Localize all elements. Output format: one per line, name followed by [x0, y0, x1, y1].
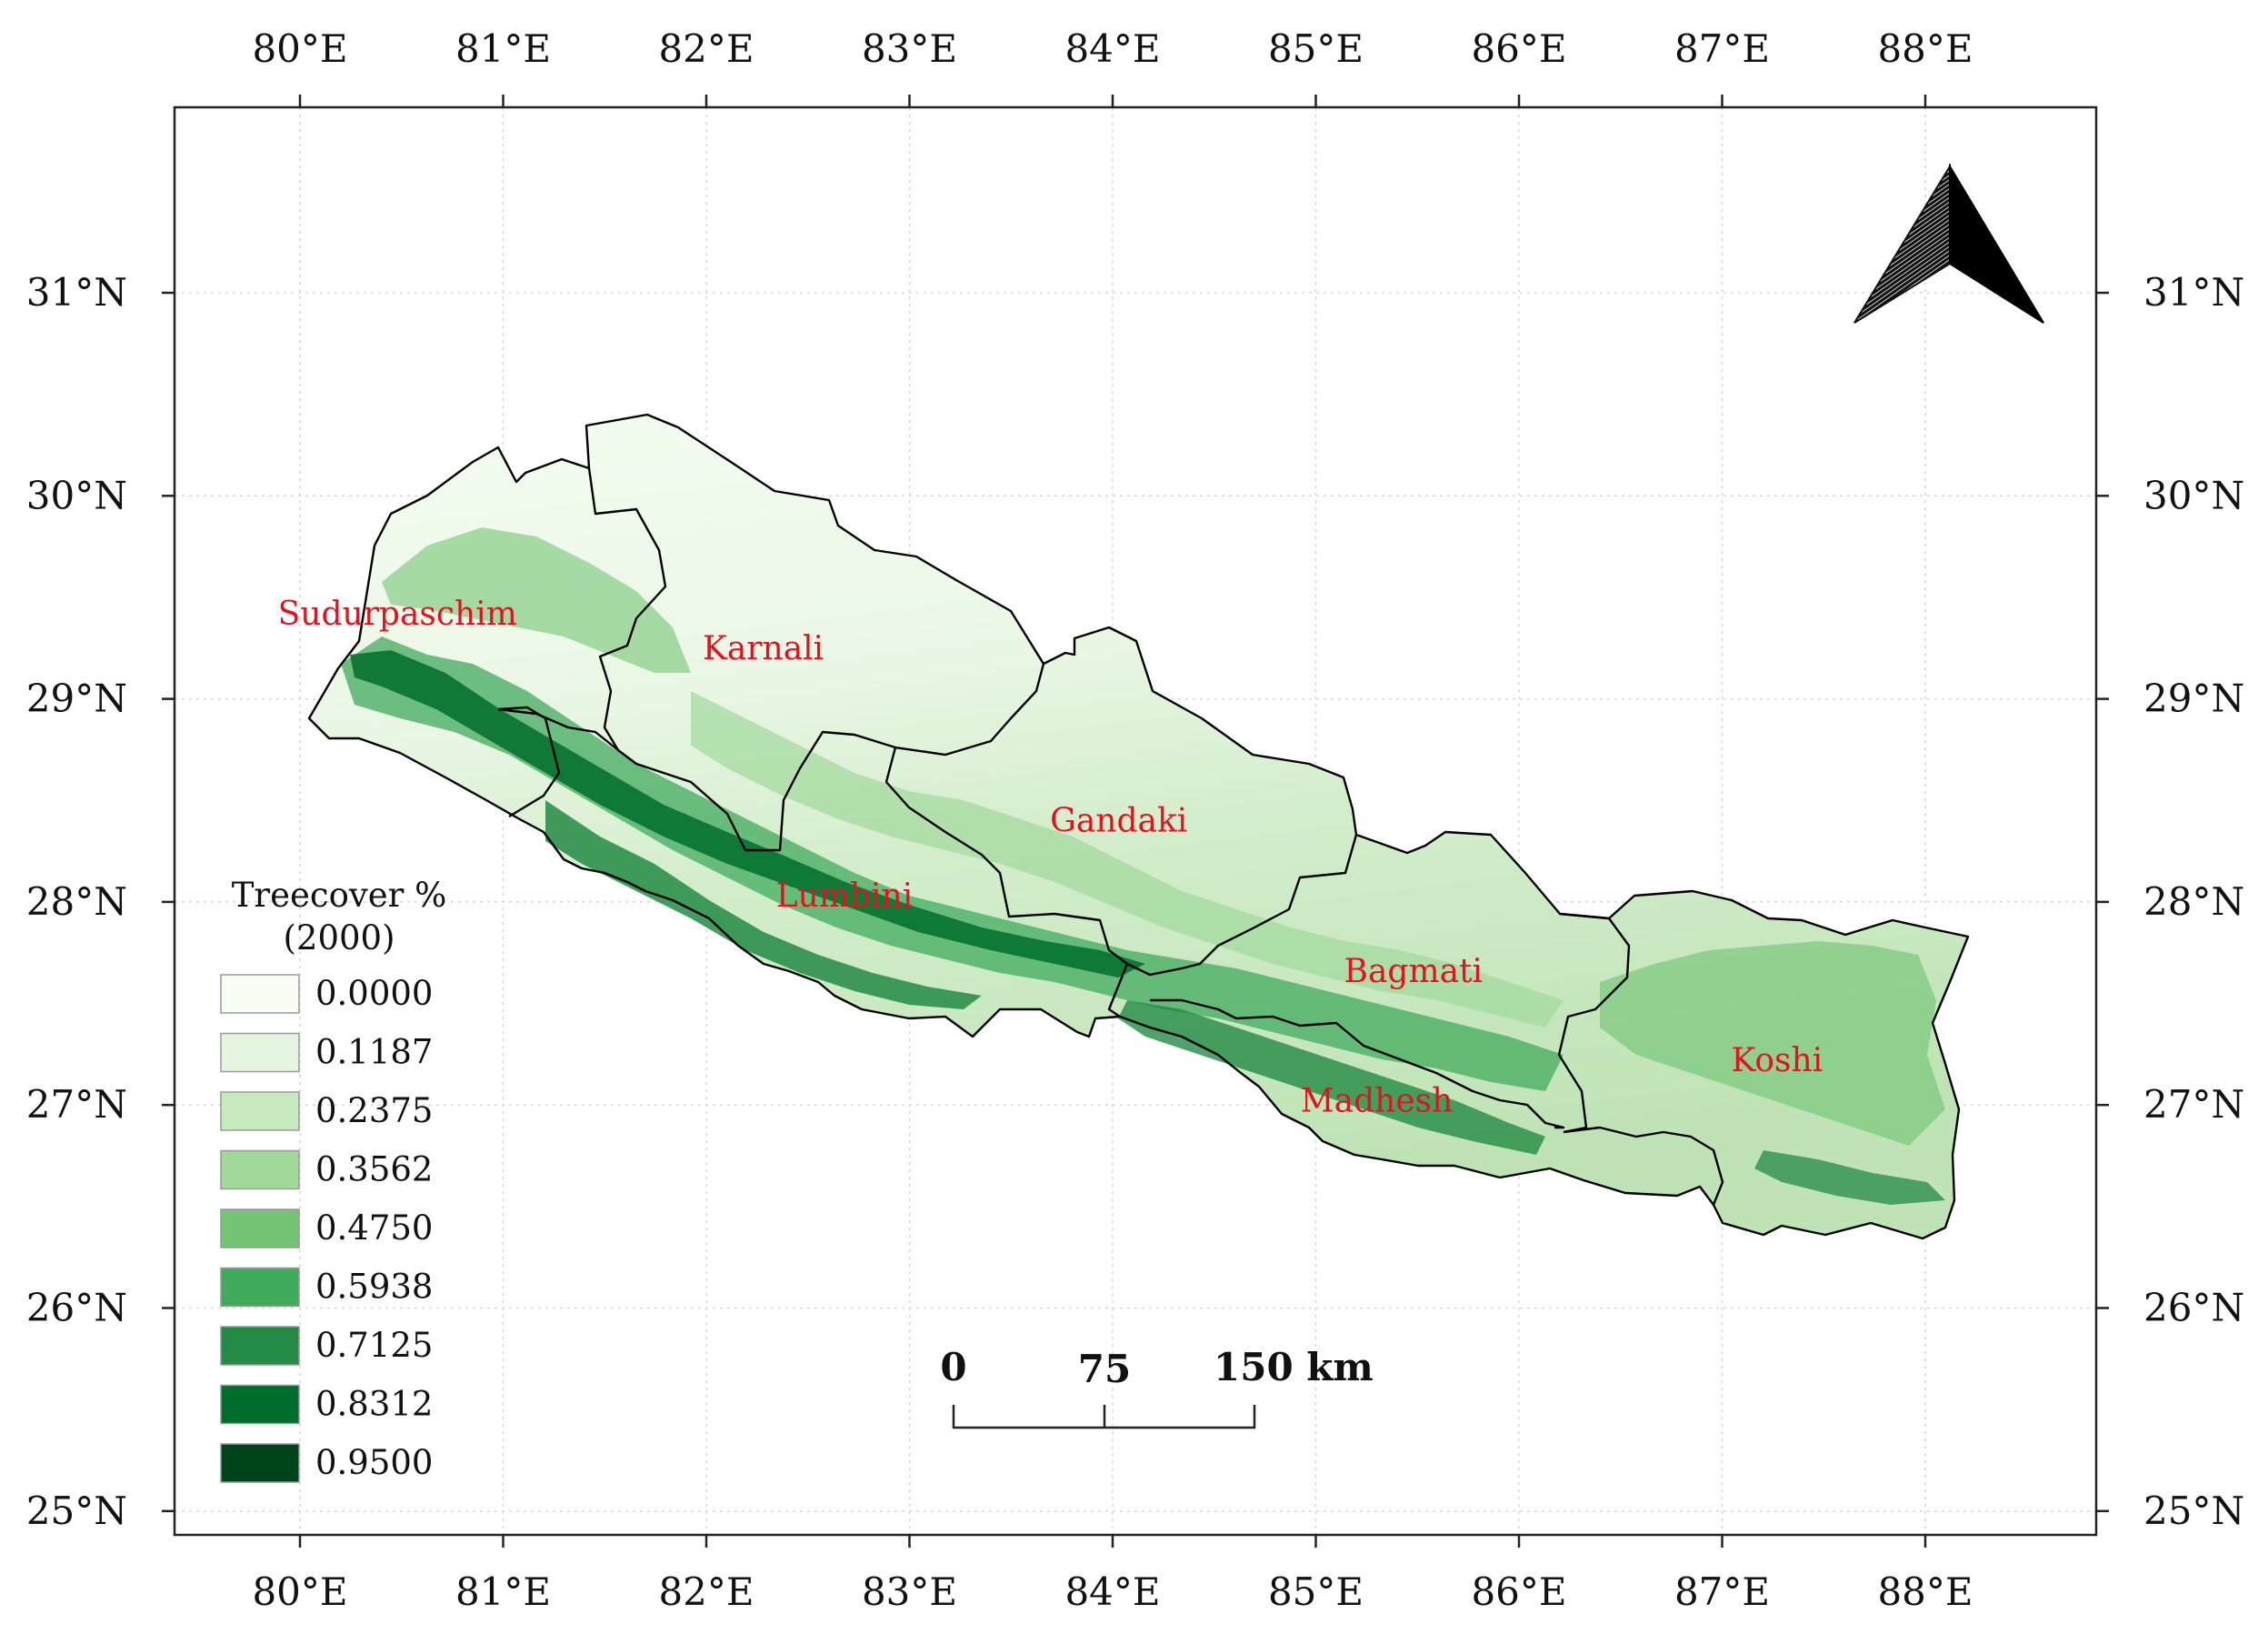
legend-swatch [220, 1091, 300, 1131]
longitude-tick-label: 80°E [252, 26, 347, 71]
north-arrow-icon [1853, 163, 2044, 324]
nepal-outline-fill [309, 415, 1968, 1238]
longitude-tick-label: 83°E [862, 1569, 957, 1614]
latitude-tick-label: 26°N [2143, 1286, 2244, 1330]
latitude-ticks-left: 31°N 30°N 29°N 28°N 27°N 26°N 25°N [26, 270, 175, 1533]
latitude-tick-label: 25°N [2143, 1489, 2244, 1533]
boundary-karnali-gandaki [894, 663, 1045, 757]
longitude-tick-label: 88°E [1877, 26, 1973, 71]
forest-band-central [691, 691, 1564, 1028]
legend-label: 0.7125 [315, 1326, 433, 1365]
province-label-gandaki: Gandaki [1050, 803, 1187, 840]
legend-swatch [220, 1326, 300, 1366]
legend-label: 0.0000 [315, 974, 433, 1013]
boundary-lumbini-gandaki [884, 747, 1129, 987]
legend-swatch [220, 974, 300, 1014]
latitude-tick-label: 27°N [26, 1082, 127, 1127]
legend: Treecover % (2000) 0.0000 0.1187 0.2375 0.3… [220, 876, 447, 1483]
province-label-bagmati: Bagmati [1344, 953, 1484, 990]
scale-label-150km: 150 km [1214, 1345, 1374, 1389]
nepal-border [307, 413, 1970, 1240]
longitude-tick-label: 88°E [1877, 1569, 1973, 1614]
latitude-tick-label: 29°N [26, 677, 127, 721]
legend-label: 0.3562 [315, 1150, 433, 1189]
scale-label-0: 0 [940, 1345, 966, 1389]
longitude-tick-label: 86°E [1471, 26, 1566, 71]
forest-band-southeast [1118, 1000, 1545, 1155]
latitude-tick-label: 26°N [26, 1286, 127, 1330]
province-label-koshi: Koshi [1731, 1042, 1823, 1079]
longitude-tick-label: 87°E [1674, 1569, 1770, 1614]
forest-band-mid [341, 637, 1564, 1091]
longitude-ticks-bottom: 80°E 81°E 82°E 83°E 84°E 85°E 86°E 87°E 88°E [252, 1535, 1973, 1614]
longitude-tick-label: 82°E [658, 26, 754, 71]
legend-swatch [220, 1267, 300, 1308]
province-boundaries [307, 413, 1970, 1240]
boundary-karnali-lumbini [497, 707, 896, 852]
latitude-tick-label: 30°N [26, 473, 127, 517]
boundary-gandaki-bagmati [1126, 834, 1358, 977]
legend-label: 0.1187 [315, 1033, 433, 1072]
latitude-tick-label: 30°N [2143, 473, 2244, 517]
scale-bar: 0 75 150 km [940, 1345, 1374, 1429]
legend-swatch [220, 1149, 300, 1190]
province-label-lumbini: Lumbini [776, 877, 914, 915]
legend-label: 0.2375 [315, 1091, 433, 1130]
legend-swatch [220, 1384, 300, 1425]
longitude-tick-label: 83°E [862, 26, 957, 71]
boundary-madhesh-koshi [1563, 1126, 1724, 1206]
boundary-bagmati-koshi [1557, 912, 1631, 1134]
latitude-tick-label: 28°N [2143, 879, 2244, 924]
boundary-sudurpaschim-lumbini [497, 706, 561, 818]
legend-swatch [220, 1032, 300, 1073]
boundary-bagmati-madhesh [1150, 998, 1565, 1129]
latitude-ticks-right: 31°N 30°N 29°N 28°N 27°N 26°N 25°N [2096, 270, 2244, 1533]
latitude-tick-label: 31°N [26, 270, 127, 315]
country-fill [309, 415, 1968, 1238]
longitude-tick-label: 82°E [658, 1569, 754, 1614]
longitude-tick-label: 84°E [1064, 1569, 1160, 1614]
longitude-tick-label: 84°E [1064, 26, 1160, 71]
latitude-tick-label: 28°N [26, 879, 127, 924]
province-label-sudurpaschim: Sudurpaschim [278, 596, 517, 633]
boundary-lumbini-bagmati [1107, 986, 1121, 1017]
legend-label: 0.9500 [315, 1443, 433, 1482]
province-label-karnali: Karnali [703, 630, 824, 667]
map-frame [173, 105, 2098, 1537]
longitude-tick-label: 85°E [1268, 26, 1364, 71]
forest-band-west [382, 527, 691, 673]
longitude-tick-label: 86°E [1471, 1569, 1566, 1614]
longitude-tick-label: 85°E [1268, 1569, 1364, 1614]
legend-swatch [220, 1443, 300, 1483]
latitude-tick-label: 31°N [2143, 270, 2244, 315]
province-label-madhesh: Madhesh [1301, 1083, 1454, 1120]
longitude-tick-label: 80°E [252, 1569, 347, 1614]
scale-label-75: 75 [1078, 1347, 1131, 1391]
scale-bar-line [952, 1405, 1256, 1429]
longitude-ticks-top: 80°E 81°E 82°E 83°E 84°E 85°E 86°E 87°E 88°E [252, 26, 1973, 107]
longitude-tick-label: 81°E [455, 1569, 551, 1614]
forest-band-south [545, 800, 982, 1009]
legend-label: 0.8312 [315, 1385, 433, 1424]
longitude-tick-label: 87°E [1674, 26, 1770, 71]
latitude-tick-label: 25°N [26, 1489, 127, 1533]
province-labels: Sudurpaschim Karnali Gandaki Lumbini Bagmati… [278, 596, 1823, 1120]
legend-label: 0.4750 [315, 1208, 433, 1248]
forest-band-dark [350, 650, 1145, 977]
boundary-sudurpaschim-karnali [587, 467, 667, 751]
legend-label: 0.5938 [315, 1268, 433, 1307]
latitude-tick-label: 29°N [2143, 677, 2244, 721]
legend-title-line2: (2000) [283, 918, 395, 957]
latitude-tick-label: 27°N [2143, 1082, 2244, 1127]
longitude-tick-label: 81°E [455, 26, 551, 71]
forest-band-koshi [1600, 941, 1945, 1146]
legend-swatch [220, 1208, 300, 1248]
legend-items: 0.0000 0.1187 0.2375 0.3562 0.4750 0.5938 0.71… [220, 974, 433, 1483]
forest-band-koshi-south [1754, 1150, 1945, 1205]
legend-title-line1: Treecover % [232, 876, 447, 915]
